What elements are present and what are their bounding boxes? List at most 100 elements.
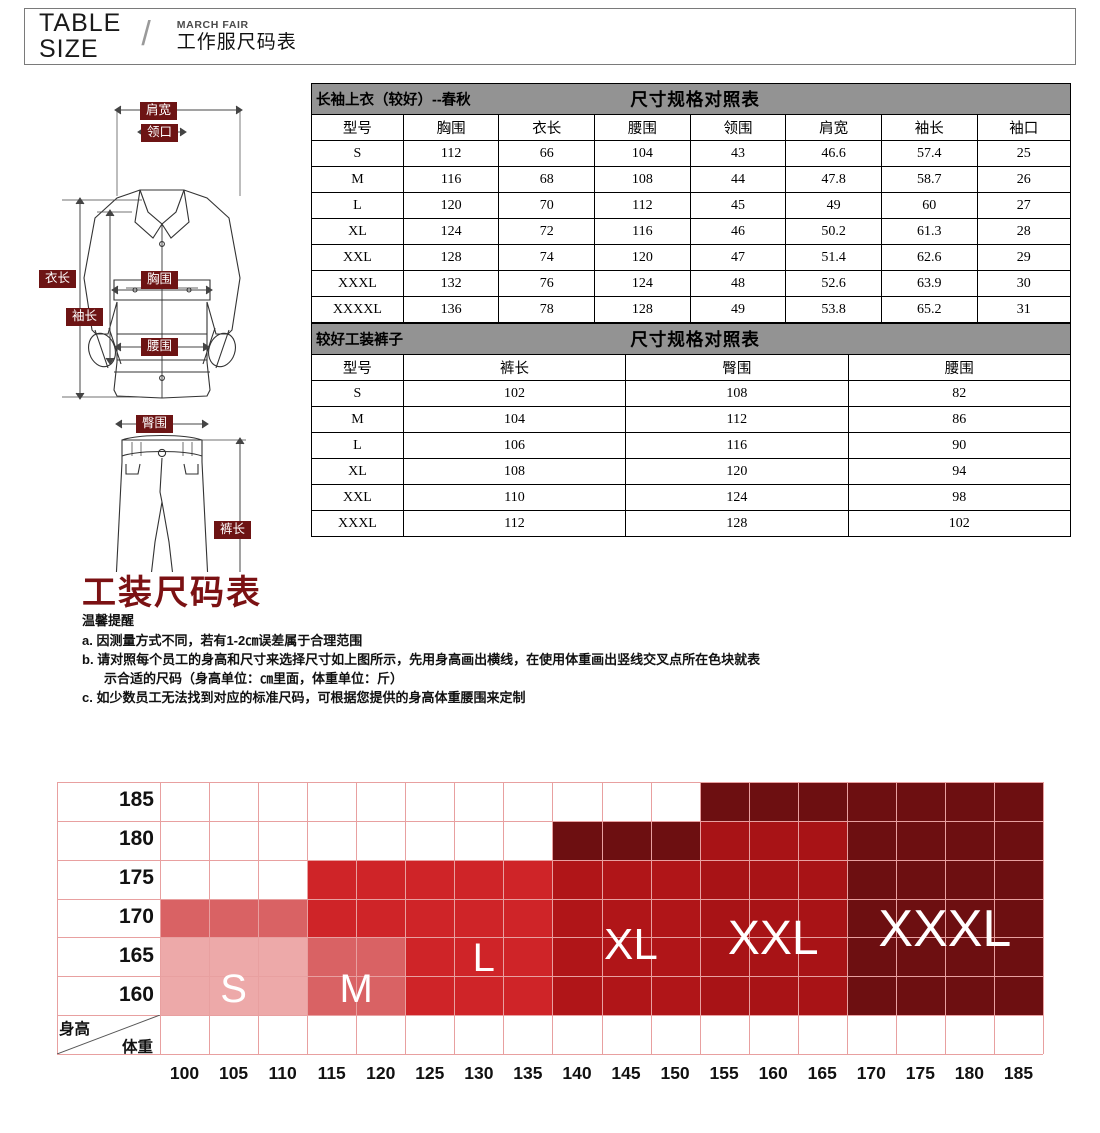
jacket-col-header: 型号 <box>311 114 404 141</box>
cell: 47.8 <box>785 166 882 193</box>
heatmap-x-tick-label: 170 <box>856 1063 886 1083</box>
cell: 46 <box>689 218 787 245</box>
cell: 62.6 <box>880 244 978 271</box>
heatmap-block-xl <box>552 820 700 860</box>
cell: XXXL <box>311 510 404 537</box>
heatmap-x-tick-label: 135 <box>513 1063 543 1083</box>
table-row: XXL 110 124 98 <box>311 484 1072 511</box>
cell: 112 <box>402 140 500 167</box>
jacket-col-header: 领围 <box>689 114 787 141</box>
cell: 72 <box>498 218 596 245</box>
cell: 46.6 <box>785 140 882 167</box>
cell: XXL <box>311 484 404 511</box>
heatmap-y-tick-label: 180 <box>118 827 154 851</box>
cell: 102 <box>847 510 1072 537</box>
cell: 98 <box>847 484 1072 511</box>
cell: 120 <box>625 458 849 485</box>
cell: 90 <box>847 432 1072 459</box>
grid-line-vertical <box>307 782 309 1054</box>
grid-line-vertical <box>993 782 995 1054</box>
cell: 48 <box>689 270 787 297</box>
heatmap-x-tick-label: 100 <box>169 1063 200 1083</box>
size-recommendation-heatmap: 185 180 175 170 165 160 S M L XL XXL XXXL 身高 体重 100… <box>0 752 1100 1133</box>
cell: 65.2 <box>880 296 978 323</box>
grid-line-horizontal <box>57 976 1043 978</box>
cell: 66 <box>498 140 596 167</box>
heatmap-y-tick-label: 175 <box>118 866 154 890</box>
cell: 29 <box>976 244 1072 271</box>
grid-line-vertical <box>209 782 211 1054</box>
grid-line-horizontal <box>57 898 1043 900</box>
cell: 31 <box>976 296 1072 323</box>
note-c: c. 如少数员工无法找到对应的标准尺码，可根据您提供的身高体重腰围来定制 <box>82 690 526 705</box>
size-tables: 长袖上衣（较好）--春秋 尺寸规格对照表 型号 胸围 衣长 腰围 领围 肩宽 袖… <box>311 83 1072 537</box>
cell: 28 <box>976 218 1072 245</box>
cell: S <box>311 380 404 407</box>
heatmap-y-tick-label: 160 <box>118 982 154 1006</box>
grid-line-vertical <box>160 782 161 1054</box>
cell: 108 <box>625 380 849 407</box>
grid-line-vertical <box>552 782 554 1054</box>
heatmap-y-tick-label: 170 <box>118 904 154 928</box>
cell: 124 <box>594 270 691 297</box>
table-row: M 104 112 86 <box>311 406 1072 433</box>
jacket-col-header: 腰围 <box>594 114 691 141</box>
jacket-section-title: 长袖上衣（较好）--春秋 <box>316 92 471 109</box>
cell: 30 <box>976 270 1072 297</box>
jacket-col-header: 胸围 <box>402 114 500 141</box>
cell: 110 <box>402 484 627 511</box>
cell: M <box>311 166 404 193</box>
heatmap-x-tick-label: 120 <box>366 1063 396 1083</box>
grid-line-horizontal <box>57 820 1043 822</box>
cell: 57.4 <box>880 140 978 167</box>
heatmap-block-xxl <box>699 782 847 821</box>
grid-line-vertical <box>405 782 407 1054</box>
jacket-col-header: 衣长 <box>498 114 596 141</box>
jacket-table-section-header: 长袖上衣（较好）--春秋 尺寸规格对照表 <box>311 83 1071 115</box>
table-row: XL 124 72 116 46 50.2 61.3 28 <box>311 218 1072 245</box>
heatmap-x-tick-label: 175 <box>905 1063 935 1083</box>
table-row: XXXL 112 128 102 <box>311 510 1072 537</box>
cell: 94 <box>847 458 1072 485</box>
table-row: S 112 66 104 43 46.6 57.4 25 <box>311 140 1072 167</box>
cell: XL <box>311 458 404 485</box>
cell: 136 <box>402 296 500 323</box>
cell: XXL <box>311 244 404 271</box>
table-row: L 120 70 112 45 49 60 27 <box>311 192 1072 219</box>
dim-tag-sleeve: 袖长 <box>66 308 104 326</box>
cell: 82 <box>847 380 1072 407</box>
cell: L <box>311 192 404 219</box>
dim-tag-hip: 臀围 <box>136 415 174 433</box>
heatmap-block-xl <box>552 859 700 1015</box>
grid-line-vertical <box>454 782 456 1054</box>
heatmap-x-tick-label: 125 <box>415 1063 445 1083</box>
cell: 76 <box>498 270 596 297</box>
dim-tag-collar: 领口 <box>141 124 179 142</box>
cell: 108 <box>594 166 691 193</box>
cell: 51.4 <box>785 244 882 271</box>
grid-line-horizontal <box>57 1054 1043 1055</box>
brand-name: MARCH FAIR <box>176 18 249 31</box>
grid-line-horizontal <box>57 782 1043 783</box>
cell: 25 <box>976 140 1072 167</box>
heatmap-block-xxl <box>699 820 847 1015</box>
cell: 52.6 <box>785 270 882 297</box>
cell: 86 <box>847 406 1072 433</box>
jacket-column-headers: 型号 胸围 衣长 腰围 领围 肩宽 袖长 袖口 <box>311 114 1072 141</box>
pants-section-subtitle: 尺寸规格对照表 <box>630 329 760 350</box>
section-title-workwear-size-chart: 工装尺码表 <box>82 574 262 612</box>
dim-tag-waist: 腰围 <box>141 338 179 356</box>
heatmap-block-m <box>307 859 406 938</box>
note-a: a. 因测量方式不同，若有1-2㎝误差属于合理范围 <box>82 633 363 648</box>
header-title-line1: TABLE <box>39 9 122 37</box>
cell: 128 <box>625 510 849 537</box>
cell: 120 <box>402 192 500 219</box>
heatmap-x-tick-label: 155 <box>709 1063 739 1083</box>
cell: 43 <box>689 140 787 167</box>
grid-line-horizontal <box>57 1015 1043 1016</box>
cell: 26 <box>976 166 1072 193</box>
cell: 53.8 <box>785 296 882 323</box>
cell: 108 <box>402 458 627 485</box>
jacket-col-header: 袖长 <box>880 114 978 141</box>
